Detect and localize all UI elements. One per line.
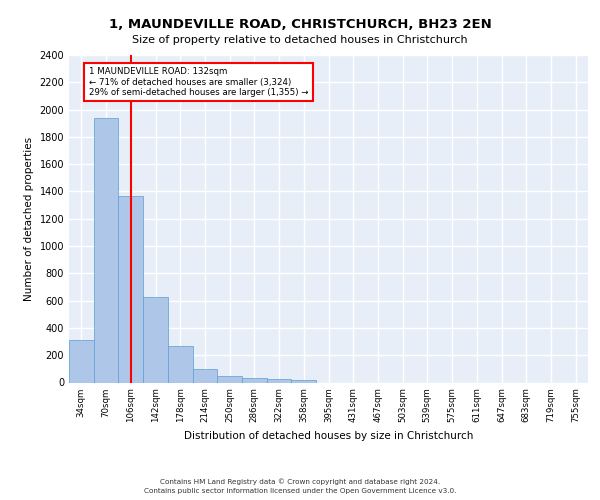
Bar (94, 118, 118, 382)
Bar (118, 196, 143, 382)
Bar (168, 346, 193, 383)
Bar (292, 380, 316, 382)
Bar (69, 340, 94, 382)
Text: Size of property relative to detached houses in Christchurch: Size of property relative to detached ho… (132, 35, 468, 45)
Text: Contains HM Land Registry data © Crown copyright and database right 2024.
Contai: Contains HM Land Registry data © Crown c… (144, 478, 456, 494)
Bar (143, 296, 168, 382)
Bar (267, 379, 292, 382)
Text: 1 MAUNDEVILLE ROAD: 132sqm
← 71% of detached houses are smaller (3,324)
29% of s: 1 MAUNDEVILLE ROAD: 132sqm ← 71% of deta… (89, 68, 308, 97)
Bar (242, 378, 267, 382)
Bar (217, 376, 242, 382)
Y-axis label: Number of detached properties: Number of detached properties (24, 136, 34, 301)
Bar (193, 369, 217, 382)
Text: 1, MAUNDEVILLE ROAD, CHRISTCHURCH, BH23 2EN: 1, MAUNDEVILLE ROAD, CHRISTCHURCH, BH23 … (109, 18, 491, 30)
X-axis label: Distribution of detached houses by size in Christchurch: Distribution of detached houses by size … (184, 430, 473, 440)
